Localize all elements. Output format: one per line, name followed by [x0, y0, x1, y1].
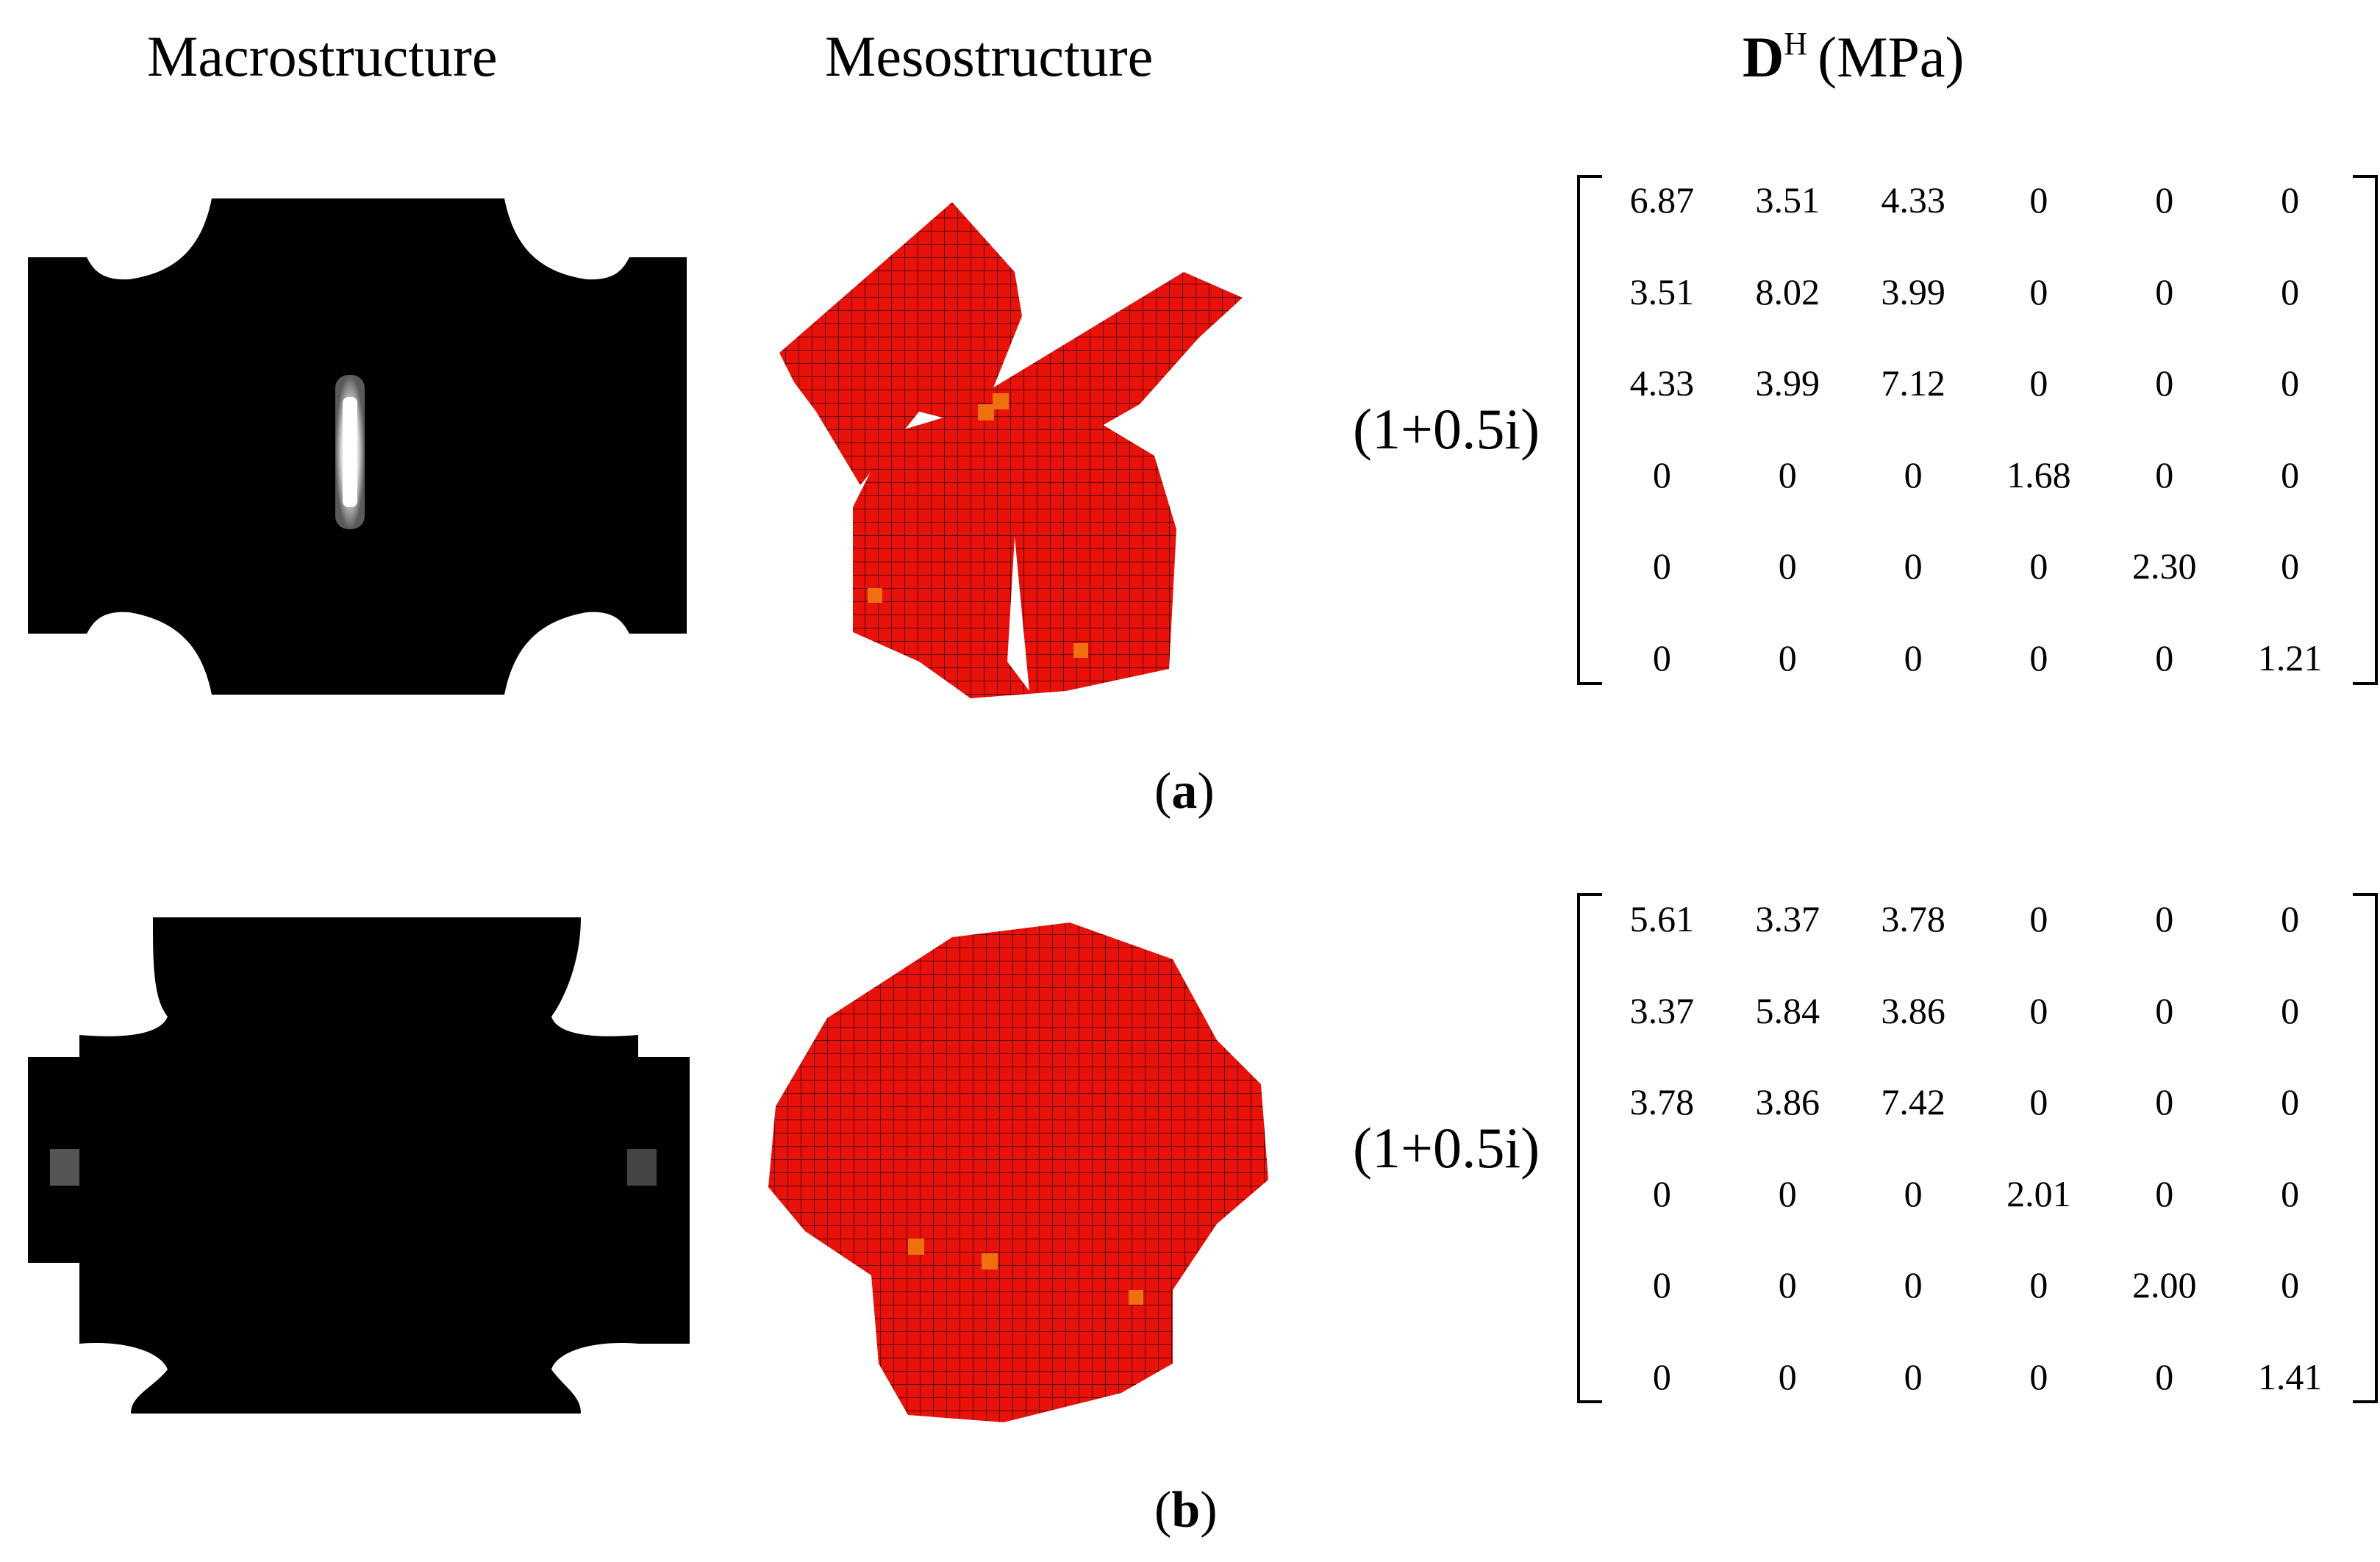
- matrix-cell: 0: [2281, 179, 2300, 221]
- matrix-cell: 3.37: [1755, 898, 1820, 940]
- matrix-cell: 3.78: [1881, 898, 1945, 940]
- matrix-cell: 4.33: [1629, 362, 1695, 404]
- macrostructure-image-a: [28, 198, 687, 695]
- matrix-cell: 0: [1778, 637, 1797, 678]
- matrix-cell: 0: [2029, 1264, 2048, 1306]
- matrix-cell: 3.86: [1755, 1081, 1820, 1123]
- matrix-cell: 0: [2029, 1081, 2048, 1123]
- matrix-cell: 8.02: [1755, 271, 1820, 312]
- matrix-cell: 7.42: [1881, 1081, 1945, 1123]
- matrix-cell: 2.00: [2131, 1264, 2197, 1306]
- mesostructure-voxel-image-b: [768, 922, 1268, 1422]
- macrostructure-image-b: [28, 917, 690, 1414]
- matrix-bracket-right-b: [2353, 893, 2378, 1403]
- matrix-factor-a: (1+0.5i): [1353, 397, 1540, 461]
- matrix-bracket-left-b: [1577, 893, 1602, 1403]
- matrix-cell: 4.33: [1881, 179, 1945, 221]
- matrix-cell: 0: [2029, 179, 2048, 221]
- matrix-cell: 0: [1652, 545, 1671, 587]
- matrix-cell: 5.84: [1755, 989, 1820, 1031]
- macrostructure-heading: Macrostructure: [147, 24, 498, 88]
- matrix-cell: 0: [1652, 637, 1671, 678]
- matrix-cell: 0: [2155, 1172, 2174, 1214]
- matrix-bracket-left-a: [1577, 175, 1602, 685]
- matrix-cell: 3.86: [1881, 989, 1945, 1031]
- panel-caption-a: (a): [1154, 763, 1215, 820]
- matrix-cell: 0: [1904, 545, 1923, 587]
- matrix-cell: 0: [2155, 179, 2174, 221]
- matrix-cell: 1.41: [2257, 1355, 2323, 1397]
- matrix-cell: 0: [2029, 898, 2048, 940]
- matrix-cell: 0: [1778, 1172, 1797, 1214]
- matrix-cell: 0: [2029, 545, 2048, 587]
- matrix-cell: 1.68: [2006, 454, 2071, 495]
- matrix-cell: 0: [1652, 1355, 1671, 1397]
- matrix-cell: 0: [2155, 989, 2174, 1031]
- matrix-cell: 0: [2281, 1172, 2300, 1214]
- mesostructure-heading: Mesostructure: [825, 24, 1154, 88]
- matrix-cell: 7.12: [1881, 362, 1945, 404]
- mesostructure-voxel-image-a: [779, 202, 1243, 698]
- effective-matrix-heading: DH (MPa): [1743, 28, 1964, 86]
- matrix-unit: (MPa): [1818, 25, 1965, 89]
- matrix-cell: 0: [1904, 1355, 1923, 1397]
- matrix-cell: 0: [2155, 637, 2174, 678]
- matrix-cell: 0: [2155, 898, 2174, 940]
- matrix-cell: 0: [2281, 1081, 2300, 1123]
- matrix-cell: 0: [2155, 1081, 2174, 1123]
- matrix-cell: 0: [1778, 1264, 1797, 1306]
- matrix-cell: 3.37: [1629, 989, 1695, 1031]
- matrix-bracket-right-a: [2353, 175, 2378, 685]
- matrix-cell: 0: [1652, 1264, 1671, 1306]
- matrix-cell: 0: [2029, 271, 2048, 312]
- matrix-cell: 0: [2155, 1355, 2174, 1397]
- matrix-b: 5.61 3.37 3.78 0 0 0 3.37 5.84 3.86 0 0 …: [1599, 873, 2353, 1422]
- matrix-cell: 0: [2281, 1264, 2300, 1306]
- matrix-cell: 0: [2155, 454, 2174, 495]
- panel-letter-b: b: [1171, 1482, 1201, 1538]
- matrix-cell: 0: [1652, 454, 1671, 495]
- matrix-cell: 5.61: [1629, 898, 1695, 940]
- matrix-cell: 0: [1904, 1264, 1923, 1306]
- matrix-cell: 0: [1904, 637, 1923, 678]
- matrix-a: 6.87 3.51 4.33 0 0 0 3.51 8.02 3.99 0 0 …: [1599, 154, 2353, 703]
- matrix-cell: 0: [2281, 362, 2300, 404]
- matrix-cell: 0: [2029, 1355, 2048, 1397]
- matrix-cell: 0: [2155, 271, 2174, 312]
- matrix-cell: 0: [1778, 545, 1797, 587]
- matrix-cell: 2.01: [2006, 1172, 2071, 1214]
- matrix-cell: 0: [2281, 271, 2300, 312]
- matrix-cell: 3.99: [1881, 271, 1945, 312]
- matrix-symbol: D: [1743, 25, 1784, 89]
- matrix-cell: 0: [2029, 989, 2048, 1031]
- matrix-cell: 0: [1778, 1355, 1797, 1397]
- matrix-cell: 0: [2281, 989, 2300, 1031]
- matrix-cell: 0: [2281, 898, 2300, 940]
- matrix-cell: 3.99: [1755, 362, 1820, 404]
- matrix-cell: 6.87: [1629, 179, 1695, 221]
- matrix-cell: 0: [2029, 362, 2048, 404]
- matrix-cell: 0: [2155, 362, 2174, 404]
- matrix-cell: 3.78: [1629, 1081, 1695, 1123]
- panel-letter-a: a: [1171, 763, 1198, 820]
- matrix-cell: 0: [2281, 545, 2300, 587]
- matrix-cell: 0: [1652, 1172, 1671, 1214]
- matrix-cell: 2.30: [2131, 545, 2197, 587]
- matrix-cell: 3.51: [1629, 271, 1695, 312]
- matrix-cell: 0: [1904, 1172, 1923, 1214]
- matrix-cell: 0: [1778, 454, 1797, 495]
- matrix-cell: 0: [1904, 454, 1923, 495]
- matrix-cell: 3.51: [1755, 179, 1820, 221]
- matrix-cell: 0: [2029, 637, 2048, 678]
- matrix-superscript: H: [1784, 26, 1808, 62]
- panel-caption-b: (b): [1154, 1482, 1218, 1538]
- matrix-cell: 0: [2281, 454, 2300, 495]
- matrix-cell: 1.21: [2257, 637, 2323, 678]
- matrix-factor-b: (1+0.5i): [1353, 1116, 1540, 1180]
